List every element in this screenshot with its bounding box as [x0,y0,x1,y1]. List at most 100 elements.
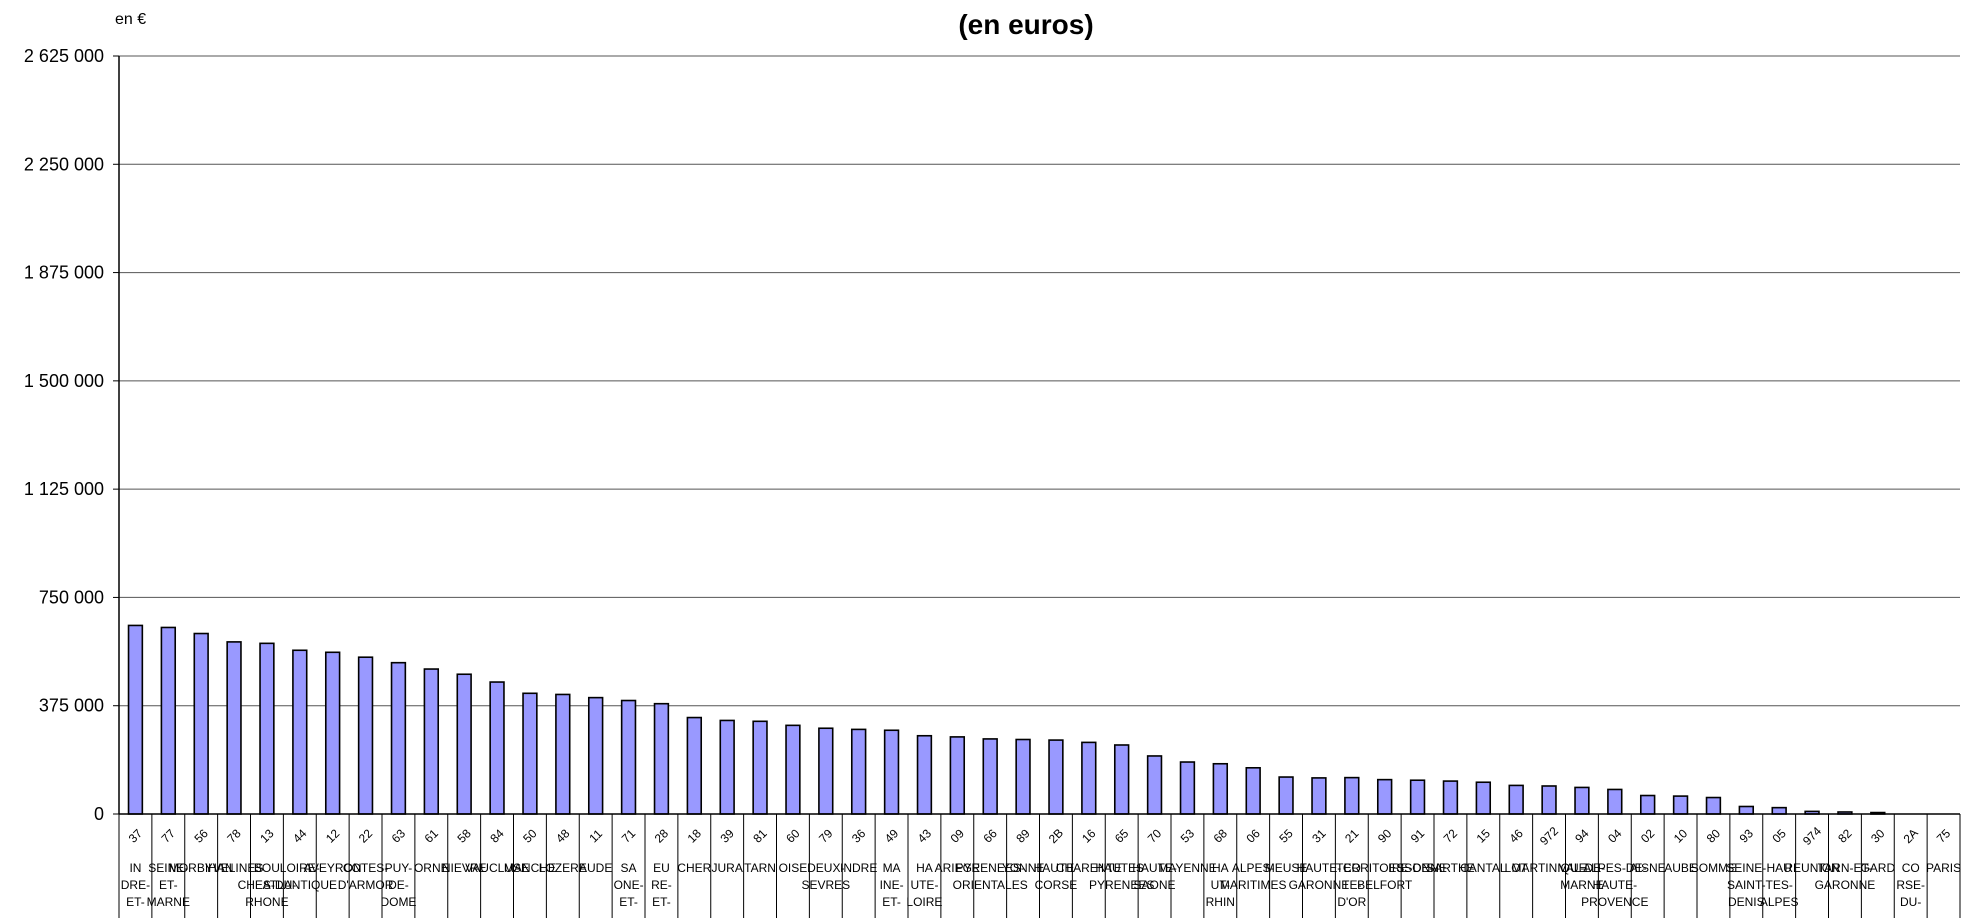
bar [653,702,670,815]
category-code-label: 36 [849,826,869,846]
category-code-label: 72 [1441,826,1461,846]
bar [555,693,571,815]
category-name-label: ALPES-DE- [1583,861,1646,875]
bar [752,720,768,815]
y-tick-label: 375 000 [39,696,104,716]
category-name-label: HAUTE- [1297,861,1342,875]
category-name-label: DOME [380,895,416,909]
gridlines [113,55,1960,815]
category-name-label: CANTAL [1460,861,1507,875]
category-name-label: INDRE [840,861,877,875]
category-name-label: HAUTE- [1132,861,1177,875]
bar [1179,761,1196,815]
category-name-label: VAUCLUSE [465,861,529,875]
bar [1081,741,1097,815]
category-name-label: ORNE [414,861,449,875]
category-code-label: 31 [1309,826,1329,846]
bar [916,734,933,815]
category-code-label: 77 [159,826,179,846]
category-code-label: 43 [915,826,935,846]
category-code-label: 56 [192,826,212,846]
category-code-label: 93 [1737,826,1757,846]
category-name-label: EU [653,861,670,875]
category-name-label: MARNE [147,895,190,909]
category-name-label: PYRENEES [1089,878,1154,892]
category-name-label: AUBE [1664,861,1697,875]
category-code-label: 55 [1276,826,1296,846]
bar [1146,755,1163,815]
category-code-label: 11 [586,826,605,845]
bar [1212,762,1229,815]
y-tick-label: 750 000 [39,587,104,607]
category-name-label: GARONNE [1815,878,1876,892]
bar [1015,738,1031,815]
category-name-label: NIEVRE [442,861,487,875]
bar [423,668,440,815]
bar [1705,796,1722,815]
bar [1344,776,1360,815]
bar [785,724,801,815]
category-name-label: DE- [388,878,409,892]
category-code-label: 974 [1800,824,1824,848]
bar [1113,744,1130,815]
category-code-label: 28 [652,826,672,846]
category-code-label: 90 [1375,826,1395,846]
chart-title: (en euros) [958,9,1093,40]
category-name-label: IN [129,861,141,875]
category-name-label: COTES- [343,861,388,875]
category-name-label: ALPES [1760,895,1799,909]
category-code-label: 78 [224,826,244,846]
bar [719,719,735,815]
category-code-label: 60 [783,826,803,846]
bar [850,728,867,815]
category-name-label: ET- [159,878,178,892]
category-name-label: HA [916,861,933,875]
category-name-label: TE- [1342,878,1361,892]
category-code-label: 02 [1638,826,1658,846]
category-code-label: 84 [487,826,507,846]
category-name-label: RE- [651,878,672,892]
category-name-label: SA [621,861,637,875]
bar [489,681,505,815]
category-name-label: TARN [744,861,776,875]
category-name-label: AVEYRON [304,861,362,875]
category-name-label: MAYENNE [1158,861,1216,875]
category-name-label: ET- [882,895,901,909]
bar [357,656,374,815]
category-name-label: ALPES- [1232,861,1275,875]
category-name-label: LOT [1505,861,1529,875]
y-axis-tick-labels: 0 375 000 750 000 1 125 000 1 500 000 1 875 0… [24,46,104,824]
category-code-label: 91 [1408,826,1428,846]
category-code-label: 58 [455,826,475,846]
category-name-label: VAL-DE- [1559,861,1605,875]
bar [1541,785,1557,815]
category-name-label: UTE- [910,878,938,892]
bar [1376,778,1393,815]
category-name-label: ONE- [614,878,644,892]
category-code-label: 2B [1046,826,1066,846]
category-code-label: 50 [520,826,540,846]
category-code-label: 13 [257,826,277,846]
category-name-label: CHER [677,861,711,875]
bar [522,692,538,815]
category-name-label: REUNION [1784,861,1839,875]
category-name-label: MARNE [1560,878,1603,892]
category-code-label: 2A [1901,826,1921,846]
category-code-label: 15 [1474,826,1494,846]
category-code-label: 12 [323,826,343,846]
category-code-label: 49 [882,826,902,846]
category-name-label: YONNE [1002,861,1045,875]
bar [259,642,275,815]
y-tick-label: 1 875 000 [24,263,104,283]
bar [160,626,177,815]
bars [127,624,1886,815]
bar [1771,806,1787,815]
category-name-label: ET- [652,895,671,909]
category-code-label: 44 [290,826,310,846]
bar [226,641,242,815]
category-code-label: 21 [1342,826,1362,846]
category-code-label: 48 [553,826,573,846]
category-name-label: LOIRE [906,895,942,909]
category-name-label: CO [1343,861,1361,875]
category-name-label: YVELINES [205,861,264,875]
